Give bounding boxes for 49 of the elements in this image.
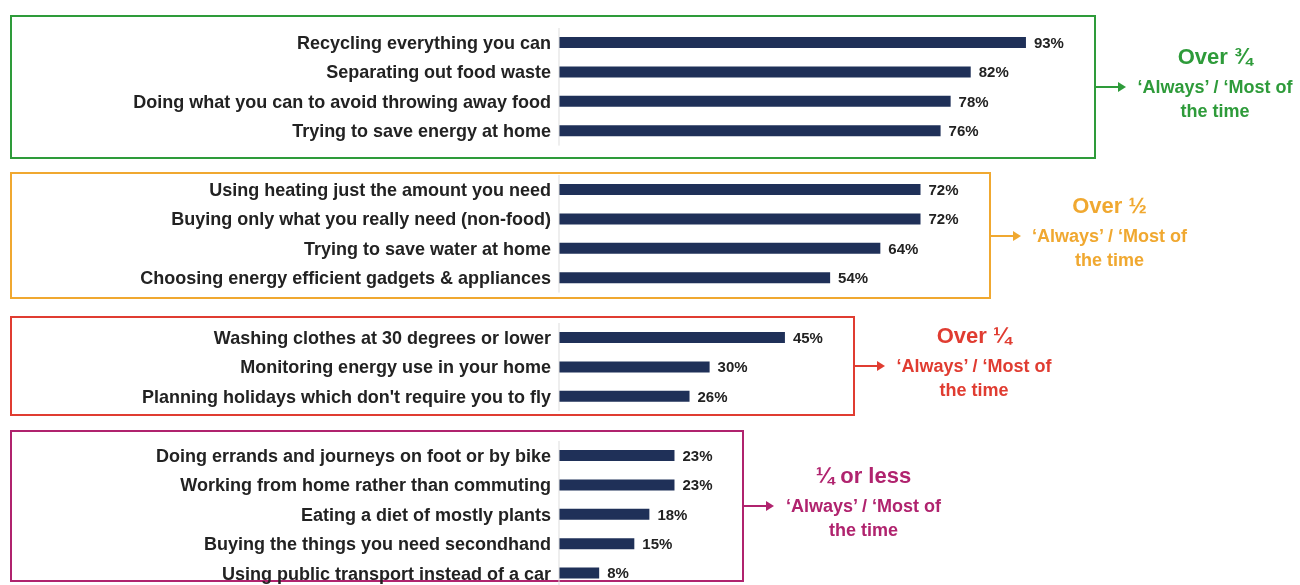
data-label: 8%	[607, 564, 629, 582]
data-label: 64%	[888, 239, 919, 257]
data-label: 30%	[717, 358, 748, 376]
text: Over ¼	[935, 322, 1014, 350]
data-label: 18%	[657, 505, 688, 523]
data-label: 78%	[958, 92, 989, 110]
category-label: Planning holidays which don't require you to fly	[142, 387, 551, 408]
text: Over ¾	[1176, 43, 1255, 71]
data-label: 45%	[792, 329, 823, 347]
data-label: 54%	[838, 269, 869, 287]
category-label: Trying to save energy at home	[292, 121, 551, 142]
data-label: 72%	[928, 210, 959, 228]
text: ¼ or less	[814, 462, 913, 490]
category-label: Doing what you can to avoid throwing away food	[133, 92, 551, 113]
category-label: Doing errands and journeys on foot or by bike	[155, 446, 551, 467]
text: ‘Always’ / ‘Most of the time	[1031, 224, 1189, 272]
bar	[559, 509, 650, 521]
data-label: 15%	[642, 535, 673, 553]
category-label: Washing clothes at 30 degrees or lower	[213, 328, 551, 349]
category-label: Trying to save water at home	[304, 239, 551, 260]
text: ‘Always’ / ‘Most of the time	[784, 495, 942, 542]
data-label: 23%	[682, 476, 713, 494]
data-label: 82%	[978, 63, 1009, 81]
bar	[559, 450, 675, 462]
text: ‘Always’ / ‘Most of the time	[1136, 76, 1294, 123]
bar	[559, 66, 971, 78]
bar	[559, 96, 951, 108]
category-label: Recycling everything you can	[297, 33, 551, 54]
data-label: 23%	[682, 447, 713, 465]
category-label: Working from home rather than commuting	[180, 475, 551, 496]
bar	[559, 37, 1026, 49]
data-label: 76%	[948, 122, 979, 140]
category-label: Using public transport instead of a car	[221, 563, 551, 584]
category-label: Choosing energy efficient gadgets & appliances	[140, 268, 551, 289]
category-label: Separating out food waste	[326, 62, 551, 83]
category-label: Buying the things you need secondhand	[203, 534, 551, 555]
data-label: 93%	[1033, 34, 1064, 52]
category-label: Monitoring energy use in your home	[240, 357, 551, 378]
category-label: Buying only what you really need (non-food)	[171, 209, 551, 230]
data-label: 72%	[928, 181, 959, 199]
bar	[559, 567, 600, 579]
text: Over ½	[1071, 191, 1148, 220]
category-label: Eating a diet of mostly plants	[300, 505, 551, 526]
bar	[559, 125, 941, 137]
bar	[559, 538, 635, 550]
category-label: Using heating just the amount you need	[209, 180, 551, 201]
bar	[559, 479, 675, 491]
text: ‘Always’ / ‘Most of the time	[895, 355, 1053, 402]
data-label: 26%	[697, 387, 728, 405]
